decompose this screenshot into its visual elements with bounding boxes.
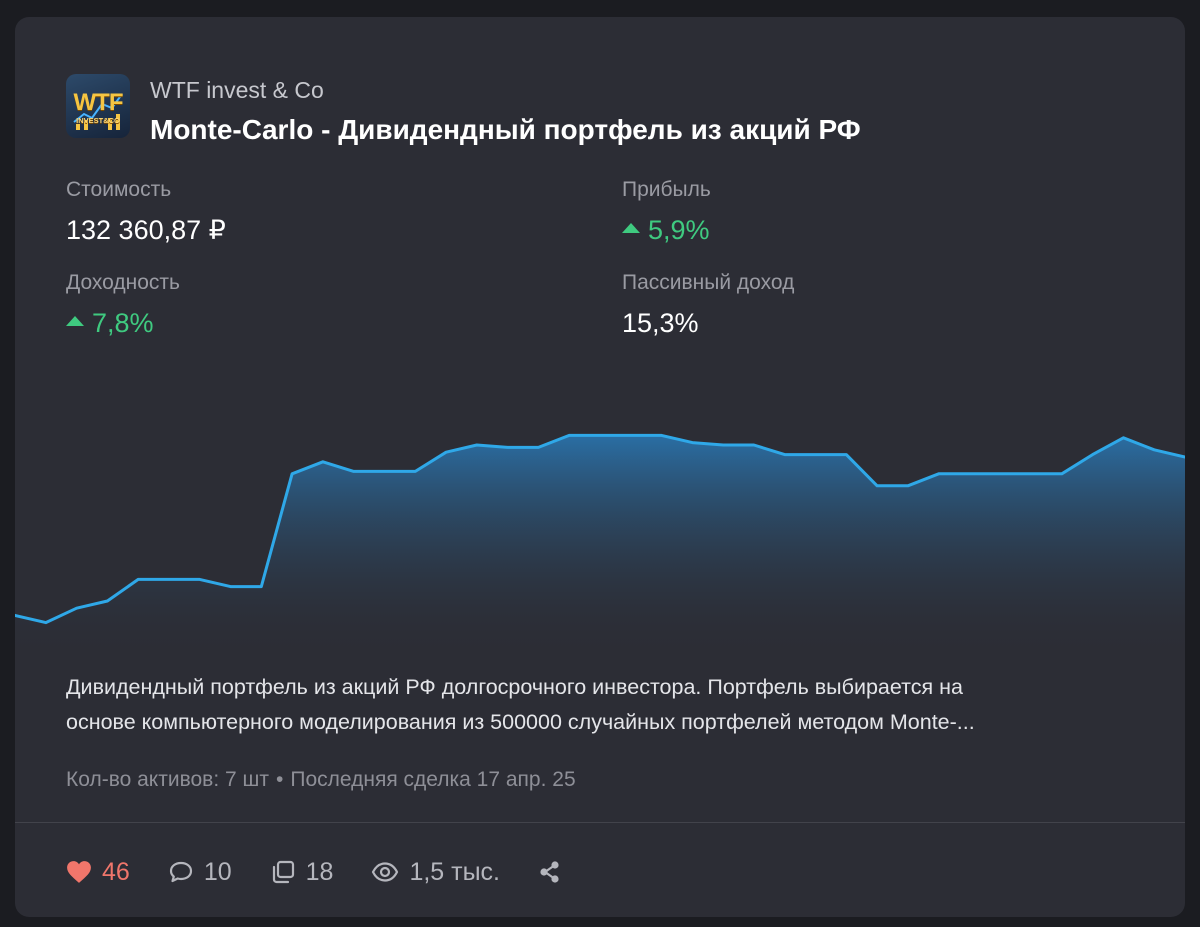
description-line: Дивидендный портфель из акций РФ долгоср…: [66, 675, 963, 699]
comment-button[interactable]: 10: [168, 858, 232, 887]
stat-profit-block: Прибыль 5,9%: [622, 177, 711, 247]
stat-value: 132 360,87 ₽: [66, 215, 226, 245]
last-trade: Последняя сделка 17 апр. 25: [290, 768, 576, 791]
likes-count: 46: [102, 857, 130, 886]
stat-value-label: Стоимость: [66, 178, 172, 201]
assets-count: Кол-во активов: 7 шт: [66, 768, 269, 791]
chart-area: [15, 435, 1185, 657]
stat-value-block: Стоимость 132 360,87 ₽: [66, 177, 226, 247]
repost-button[interactable]: 18: [270, 857, 334, 887]
stat-yield: 7,8%: [92, 308, 154, 338]
heart-icon: [67, 861, 91, 883]
triangle-up-icon: [622, 223, 640, 233]
portfolio-title[interactable]: Monte-Carlo - Дивидендный портфель из ак…: [150, 114, 861, 145]
stat-profit-label: Прибыль: [622, 178, 711, 201]
share-icon: [540, 861, 559, 883]
card-footer: 46 10 18 1,5 тыс.: [66, 856, 610, 888]
views-count: 1,5 тыс.: [409, 857, 501, 886]
share-button[interactable]: [538, 859, 572, 885]
stat-yield-block: Доходность 7,8%: [66, 270, 180, 340]
author-avatar[interactable]: WTF INVEST&CO: [66, 74, 130, 138]
comment-icon: [169, 861, 192, 883]
like-button[interactable]: 46: [66, 858, 130, 887]
stat-yield-label: Доходность: [66, 271, 180, 294]
author-name[interactable]: WTF invest & Co: [150, 77, 324, 103]
comments-count: 10: [203, 857, 232, 886]
card-header: WTF INVEST&CO WTF invest & Co Monte-Carl…: [66, 74, 861, 148]
stat-passive-block: Пассивный доход 15,3%: [622, 270, 794, 340]
logo-subtext: INVEST&CO: [76, 116, 120, 125]
portfolio-chart: [15, 433, 1185, 657]
stat-passive-label: Пассивный доход: [622, 271, 795, 294]
portfolio-card[interactable]: WTF INVEST&CO WTF invest & Co Monte-Carl…: [15, 17, 1185, 917]
description-line: основе компьютерного моделирования из 50…: [66, 710, 975, 734]
repost-icon: [272, 860, 294, 884]
triangle-up-icon: [66, 316, 84, 326]
stat-passive: 15,3%: [622, 308, 699, 338]
logo-chart-icon: [73, 93, 123, 130]
portfolio-description[interactable]: Дивидендный портфель из акций РФ долгоср…: [66, 670, 1146, 740]
portfolio-meta: Кол-во активов: 7 шт • Последняя сделка 17…: [66, 766, 576, 794]
reposts-count: 18: [305, 857, 334, 886]
views-counter: 1,5 тыс.: [371, 858, 500, 887]
meta-separator: •: [276, 768, 284, 791]
stat-profit: 5,9%: [648, 215, 710, 245]
chart-line: [15, 433, 1185, 625]
logo-text: WTF: [73, 89, 124, 116]
eye-icon: [372, 862, 399, 882]
divider: [15, 822, 1185, 823]
